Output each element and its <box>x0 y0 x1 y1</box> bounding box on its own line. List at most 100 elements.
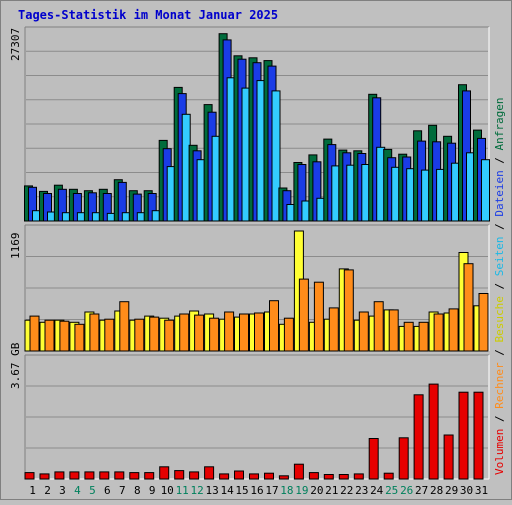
bar-rechner-day-29 <box>448 308 459 352</box>
bar-volumen-day-15 <box>234 470 244 480</box>
legend-item-besuche: Besuche <box>493 296 506 342</box>
bar-volumen-day-28 <box>428 383 439 480</box>
x-tick-label: 30 <box>460 484 473 497</box>
x-tick-label: 10 <box>161 484 174 497</box>
bar-rechner-day-7 <box>119 301 130 352</box>
bar-rechner-day-19 <box>298 278 309 352</box>
legend-separator: / <box>493 409 506 429</box>
x-tick-label: 24 <box>370 484 384 497</box>
legend-separator: / <box>493 276 506 296</box>
legend-separator: / <box>493 343 506 363</box>
x-tick-label: 14 <box>220 484 234 497</box>
bar-volumen-day-18 <box>278 475 289 480</box>
axis-max-label: 3.67 GB <box>9 342 22 389</box>
x-tick-label: 29 <box>445 484 458 497</box>
bar-volumen-day-27 <box>413 394 424 480</box>
bar-volumen-day-16 <box>249 473 259 480</box>
panel-top: 27307 <box>9 26 490 222</box>
bar-volumen-day-24 <box>368 438 379 480</box>
x-tick-label: 3 <box>59 484 66 497</box>
x-tick-label: 5 <box>89 484 96 497</box>
bar-rechner-day-27 <box>418 321 429 352</box>
x-tick-label: 16 <box>250 484 263 497</box>
x-tick-label: 15 <box>235 484 248 497</box>
legend-separator: / <box>493 217 506 237</box>
bar-volumen-day-13 <box>204 466 215 480</box>
legend: Volumen / Rechner / Besuche / Seiten / D… <box>493 97 506 475</box>
bar-volumen-day-17 <box>264 472 274 480</box>
bar-rechner-day-17 <box>269 300 279 352</box>
x-tick-label: 20 <box>310 484 323 497</box>
bar-rechner-day-9 <box>149 316 160 352</box>
bar-rechner-day-11 <box>179 313 190 352</box>
bar-volumen-day-30 <box>458 391 469 480</box>
bar-volumen-day-12 <box>189 471 200 480</box>
x-tick-label: 31 <box>475 484 488 497</box>
bar-seiten-day-17 <box>271 90 281 222</box>
legend-item-dateien: Dateien <box>493 170 506 216</box>
bar-volumen-day-14 <box>219 473 230 480</box>
bar-rechner-day-31 <box>478 293 489 352</box>
bar-volumen-day-9 <box>144 472 155 480</box>
chart-title: Tages-Statistik im Monat Januar 2025 <box>18 8 278 22</box>
x-tick-label: 9 <box>149 484 156 497</box>
bar-volumen-day-22 <box>338 474 349 480</box>
x-tick-label: 23 <box>355 484 368 497</box>
bar-rechner-day-5 <box>89 313 100 352</box>
bar-volumen-day-20 <box>308 472 319 480</box>
panel-mid: 1169 <box>9 224 490 352</box>
bar-rechner-day-13 <box>209 317 220 352</box>
x-tick-label: 12 <box>190 484 203 497</box>
bar-rechner-day-21 <box>328 307 339 352</box>
bar-rechner-day-30 <box>463 263 474 352</box>
x-tick-label: 7 <box>119 484 126 497</box>
legend-item-anfragen: Anfragen <box>493 97 506 150</box>
bar-rechner-day-20 <box>313 281 324 352</box>
x-tick-label: 18 <box>280 484 293 497</box>
x-tick-label: 25 <box>385 484 398 497</box>
bar-rechner-day-22 <box>343 269 354 352</box>
bar-rechner-day-12 <box>194 314 205 352</box>
bar-rechner-day-2 <box>44 319 55 352</box>
x-tick-label: 17 <box>265 484 278 497</box>
bar-rechner-day-8 <box>134 318 145 352</box>
x-tick-label: 26 <box>400 484 413 497</box>
bar-volumen-day-8 <box>129 472 140 480</box>
bar-volumen-day-25 <box>383 472 394 480</box>
bar-rechner-day-3 <box>59 320 70 352</box>
bar-volumen-day-19 <box>293 463 304 480</box>
bar-volumen-day-23 <box>353 473 364 480</box>
bar-volumen-day-7 <box>114 471 125 480</box>
bar-rechner-day-10 <box>164 319 175 352</box>
bar-volumen-day-6 <box>99 471 110 480</box>
x-tick-label: 8 <box>134 484 141 497</box>
bar-rechner-day-28 <box>433 313 444 352</box>
x-tick-label: 21 <box>325 484 338 497</box>
bar-rechner-day-16 <box>254 312 264 352</box>
bar-volumen-day-29 <box>443 434 454 480</box>
bar-rechner-day-23 <box>358 311 369 352</box>
bar-rechner-day-15 <box>239 313 249 352</box>
bar-volumen-day-3 <box>54 471 65 480</box>
bar-volumen-day-2 <box>39 473 50 480</box>
panel-bot: 3.67 GB <box>9 342 490 480</box>
x-tick-label: 27 <box>415 484 428 497</box>
bar-volumen-day-4 <box>69 471 80 480</box>
bar-rechner-day-26 <box>403 321 414 352</box>
x-tick-label: 13 <box>205 484 218 497</box>
bar-rechner-day-4 <box>74 323 85 352</box>
axis-max-label: 27307 <box>9 28 22 61</box>
bar-volumen-day-10 <box>159 466 170 480</box>
bar-volumen-day-31 <box>473 391 484 480</box>
legend-item-seiten: Seiten <box>493 237 506 277</box>
x-tick-label: 11 <box>176 484 189 497</box>
bar-volumen-day-5 <box>84 471 95 480</box>
bar-rechner-day-6 <box>104 318 115 352</box>
x-tick-label: 19 <box>295 484 308 497</box>
bar-volumen-day-1 <box>24 472 35 480</box>
bar-volumen-day-21 <box>323 474 334 480</box>
x-tick-label: 28 <box>430 484 443 497</box>
bar-volumen-day-26 <box>398 437 409 480</box>
legend-separator: / <box>493 150 506 170</box>
bar-rechner-day-25 <box>388 309 399 352</box>
